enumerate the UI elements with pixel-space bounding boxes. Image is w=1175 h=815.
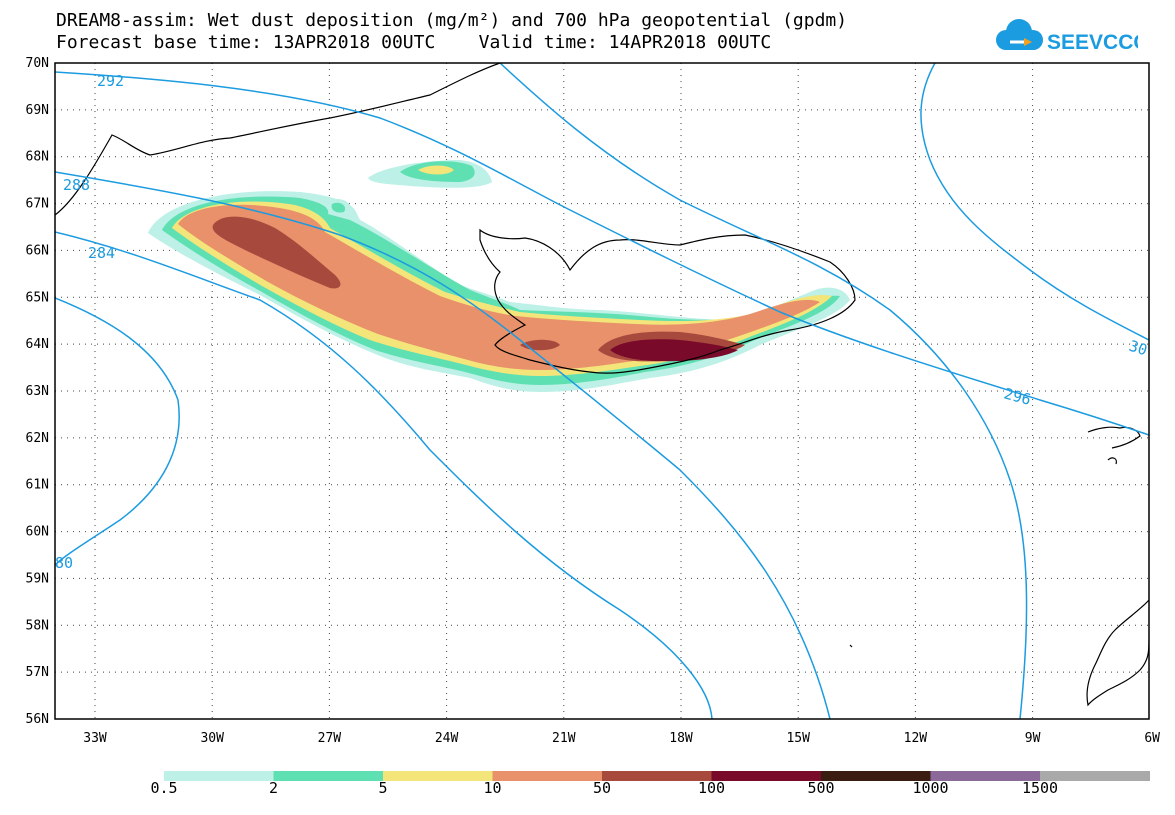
contour-labels: 292 288 284 296 30 80 <box>55 72 1150 572</box>
longitude-label: 33W <box>83 731 107 746</box>
contour-label-296: 296 <box>1002 384 1033 408</box>
colorbar-label: 50 <box>592 779 612 797</box>
latitude-label: 56N <box>26 712 49 727</box>
latitude-labels: 70N 69N 68N 67N 66N 65N 64N 63N 62N 61N 60N 59N 58N 5… <box>26 56 49 727</box>
colorbar-swatch <box>383 771 493 781</box>
latitude-label: 69N <box>26 103 49 118</box>
colorbar-label: 10 <box>483 779 502 797</box>
contour-label-30: 30 <box>1127 337 1150 360</box>
latitude-label: 60N <box>26 525 49 540</box>
coastlines <box>55 63 1149 707</box>
cloud-icon <box>996 19 1043 50</box>
longitude-labels: 33W 30W 27W 24W 21W 18W 15W 12W 9W 6W <box>83 731 1160 746</box>
colorbar-swatch <box>821 771 931 781</box>
colorbar-label: 2 <box>268 779 279 797</box>
colorbar-label: 1500 <box>1021 779 1059 797</box>
colorbar-swatch <box>273 771 384 781</box>
longitude-label: 9W <box>1025 731 1041 746</box>
latitude-label: 61N <box>26 478 49 493</box>
map-frame <box>54 62 1150 720</box>
latitude-label: 62N <box>26 431 49 446</box>
longitude-label: 6W <box>1144 731 1160 746</box>
longitude-label: 15W <box>786 731 810 746</box>
colorbar-label: 100 <box>697 779 726 797</box>
contour-label-284: 284 <box>88 244 115 262</box>
longitude-label: 27W <box>318 731 342 746</box>
dust-deposition-field <box>148 160 850 392</box>
map-title-line2: Forecast base time: 13APR2018 00UTC Vali… <box>56 32 772 53</box>
seevccc-logo: SEEVCCC <box>996 19 1138 54</box>
map-title-line1: DREAM8-assim: Wet dust deposition (mg/m²… <box>56 10 848 31</box>
colorbar-label: 500 <box>807 779 835 797</box>
latitude-label: 59N <box>26 571 49 586</box>
latitude-label: 57N <box>26 665 49 680</box>
colorbar-label: 1000 <box>912 779 949 797</box>
colorbar <box>164 771 1150 781</box>
map-gridlines <box>55 63 1149 719</box>
colorbar-label: 0.5 <box>150 779 178 797</box>
longitude-label: 21W <box>552 731 576 746</box>
longitude-label: 18W <box>669 731 693 746</box>
latitude-label: 58N <box>26 618 49 633</box>
colorbar-swatch <box>930 771 1041 781</box>
contour-label-288: 288 <box>63 176 90 194</box>
longitude-label: 30W <box>200 731 224 746</box>
colorbar-swatch <box>492 771 603 781</box>
contour-label-292: 292 <box>97 72 124 90</box>
colorbar-label: 5 <box>378 779 388 797</box>
latitude-label: 67N <box>26 197 49 212</box>
latitude-label: 63N <box>26 384 49 399</box>
latitude-label: 70N <box>26 56 49 71</box>
latitude-label: 68N <box>26 150 49 165</box>
colorbar-swatch <box>1040 771 1150 781</box>
colorbar-swatch <box>711 771 822 781</box>
latitude-label: 65N <box>26 290 49 305</box>
logo-text: SEEVCCC <box>1047 31 1138 54</box>
colorbar-swatch <box>164 771 274 781</box>
geopotential-contours <box>55 63 1149 719</box>
latitude-label: 64N <box>26 337 49 352</box>
contour-label-80: 80 <box>55 554 73 572</box>
longitude-label: 12W <box>904 731 928 746</box>
latitude-label: 66N <box>26 243 49 258</box>
longitude-label: 24W <box>435 731 459 746</box>
colorbar-swatch <box>602 771 712 781</box>
